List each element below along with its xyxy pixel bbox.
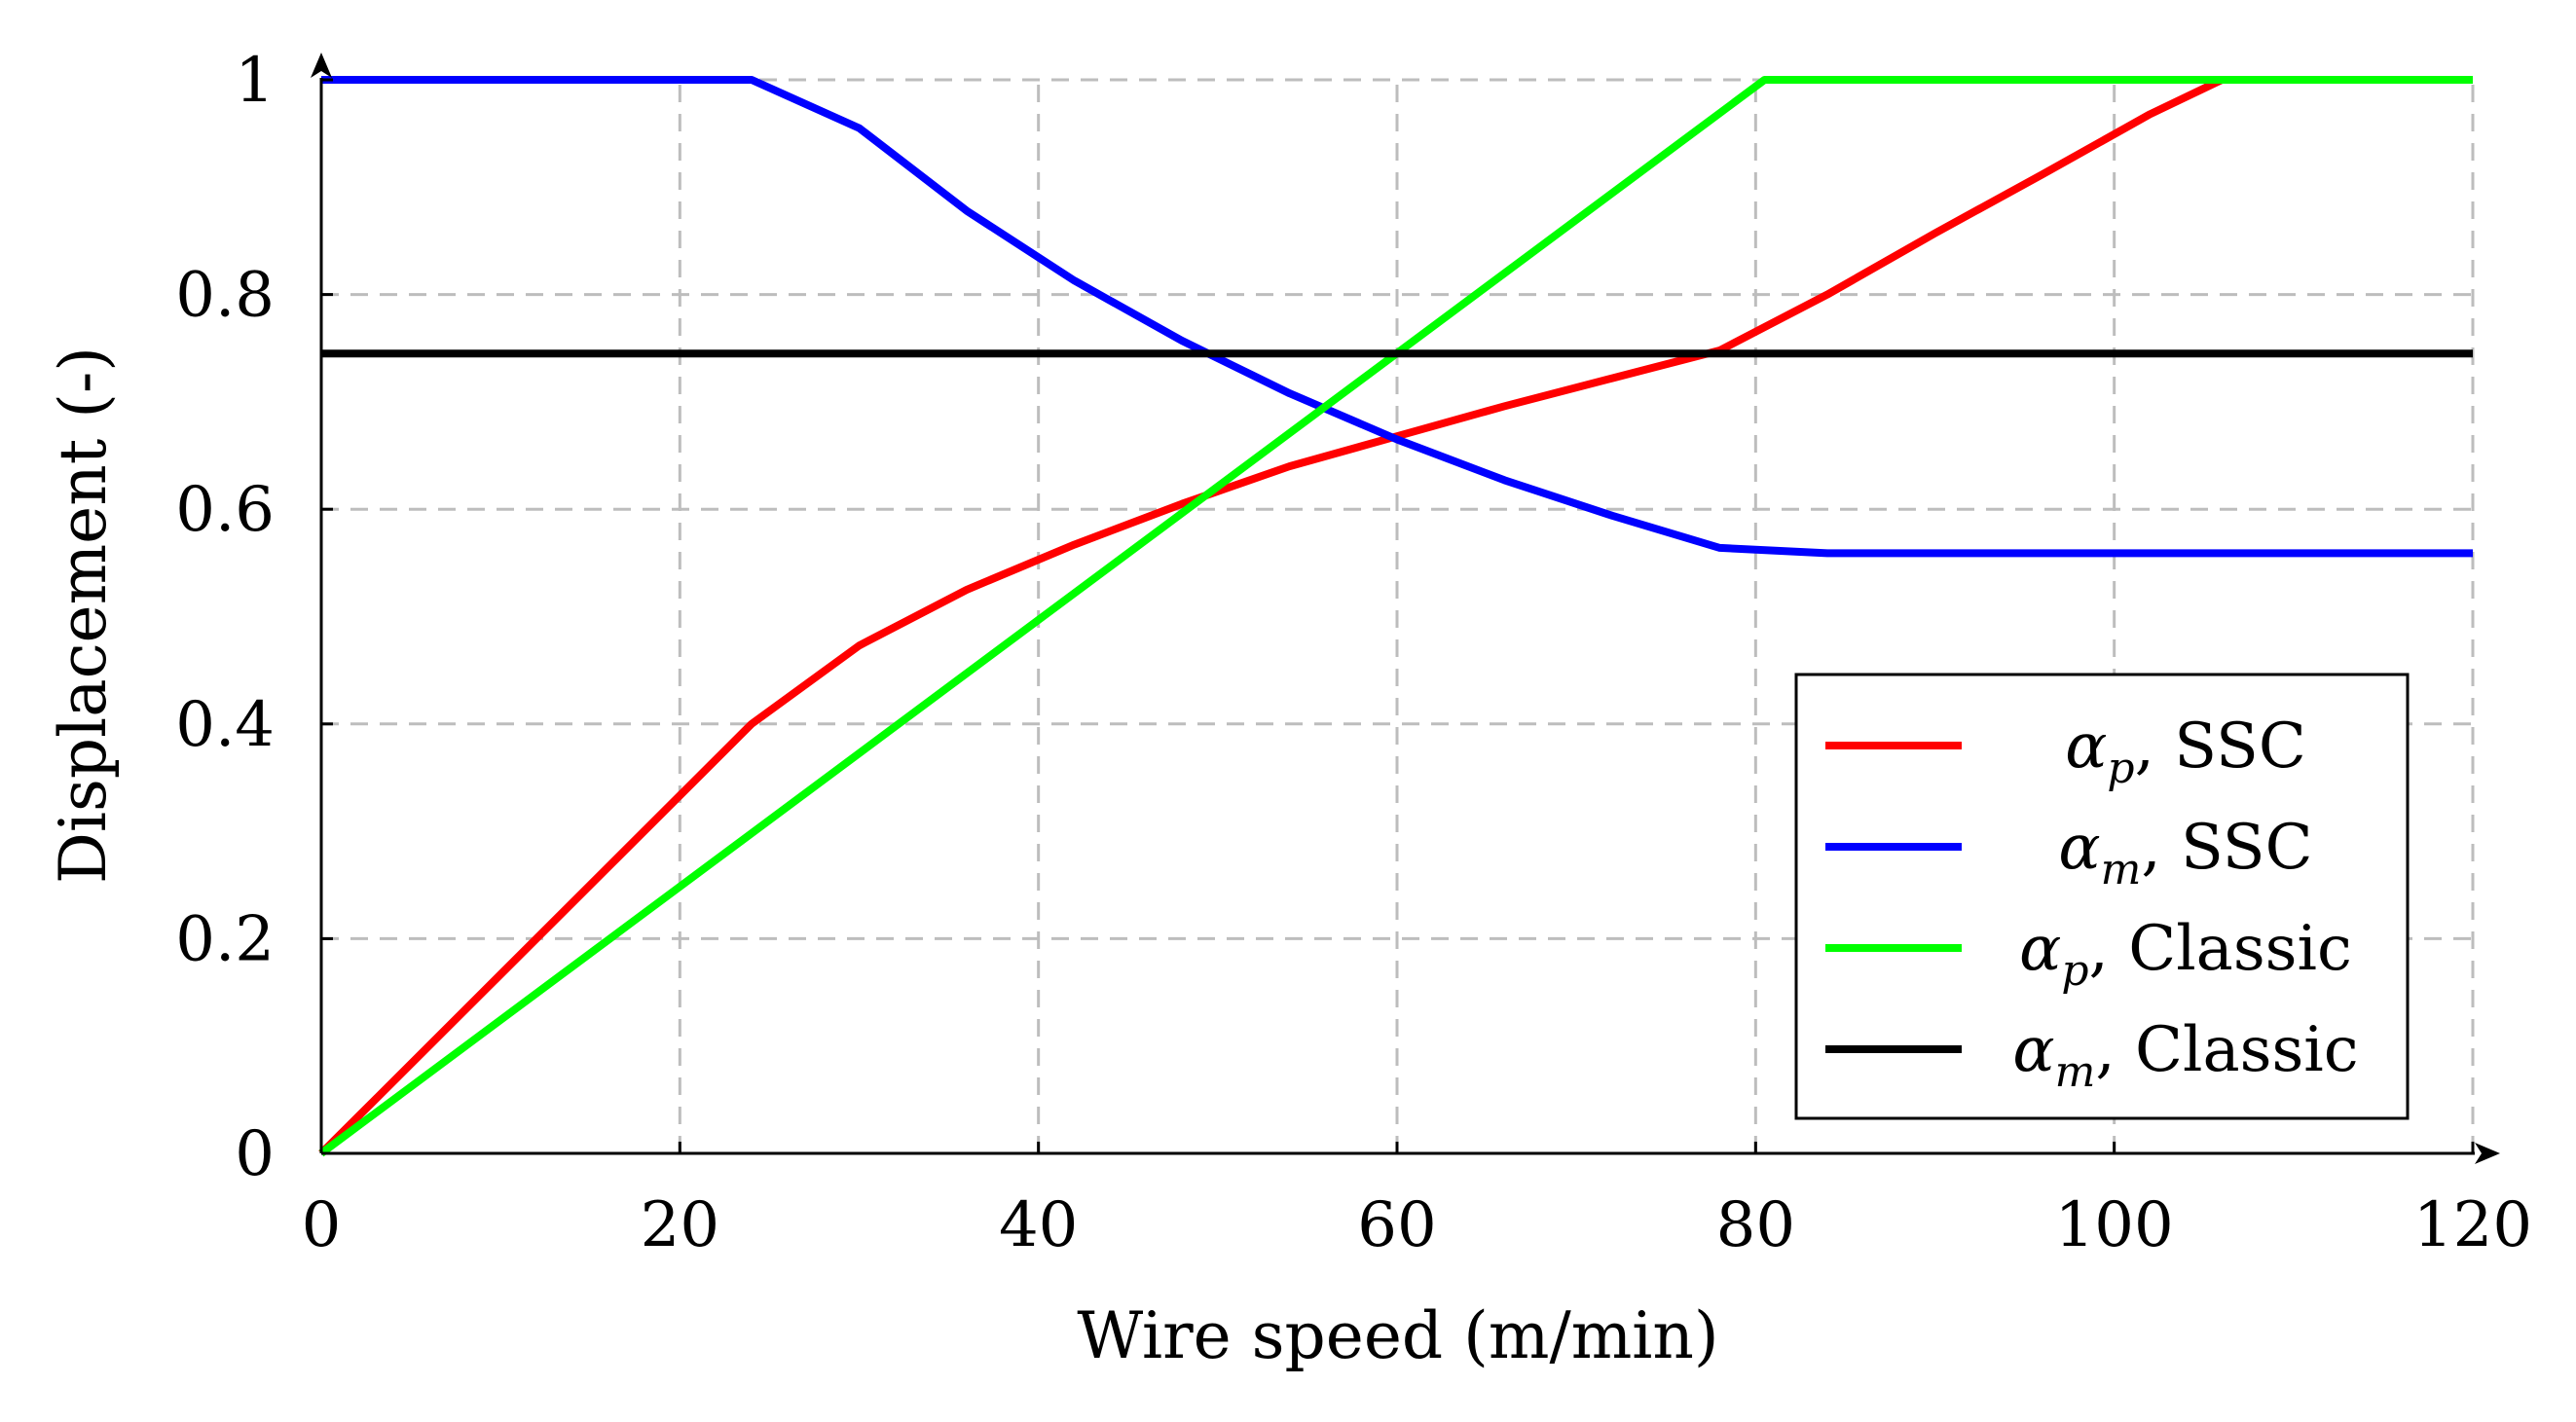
legend-symbol-0: α xyxy=(2065,711,2107,783)
y-tick-label-4: 0.8 xyxy=(175,260,275,332)
y-axis-arrow xyxy=(311,53,332,78)
x-tick-label-1: 20 xyxy=(641,1189,719,1261)
legend-series-label-1: , SSC xyxy=(2141,812,2312,884)
legend-label-3: αm, Classic xyxy=(2012,1014,2358,1097)
x-tick-label-5: 100 xyxy=(2055,1189,2174,1261)
legend-symbol-1: α xyxy=(2058,812,2100,884)
series-line-1 xyxy=(321,76,2473,558)
x-tick-label-2: 40 xyxy=(999,1189,1078,1261)
legend-series-label-0: , SSC xyxy=(2135,711,2306,783)
axes xyxy=(311,53,2500,1164)
legend-label-1: αm, SSC xyxy=(2058,812,2312,894)
legend-series-label-2: , Classic xyxy=(2089,913,2352,985)
legend-symbol-3: α xyxy=(2012,1014,2054,1086)
x-tick-label-6: 120 xyxy=(2413,1189,2532,1261)
y-axis-title: Displacement (-) xyxy=(46,346,121,884)
y-tick-label-2: 0.4 xyxy=(175,689,275,761)
y-tick-label-0: 0 xyxy=(235,1118,275,1190)
y-tick-label-1: 0.2 xyxy=(175,903,275,975)
legend-label-2: αp, Classic xyxy=(2019,913,2352,996)
series-lines xyxy=(318,76,2473,1157)
y-tick-label-5: 1 xyxy=(235,45,275,117)
legend-subscript-1: m xyxy=(2101,845,2142,894)
x-tick-label-3: 60 xyxy=(1357,1189,1436,1261)
x-axis-arrow xyxy=(2475,1143,2500,1164)
legend-subscript-2: p xyxy=(2061,946,2088,996)
x-tick-label-4: 80 xyxy=(1716,1189,1795,1261)
y-tick-label-3: 0.6 xyxy=(175,474,275,546)
series-line-0 xyxy=(318,76,2473,1156)
tick-labels: 0 20 40 60 80 100 120 0 0.2 0.4 0.6 0.8 1 xyxy=(175,45,2532,1261)
legend-label-0: αp, SSC xyxy=(2065,711,2306,793)
x-axis-title: Wire speed (m/min) xyxy=(1077,1298,1718,1373)
x-tick-label-0: 0 xyxy=(302,1189,342,1261)
legend-subscript-0: p xyxy=(2107,744,2134,793)
legend-series-label-3: , Classic xyxy=(2095,1014,2358,1086)
legend-symbol-2: α xyxy=(2019,913,2061,985)
series-line-2 xyxy=(318,76,2473,1157)
legend-subscript-3: m xyxy=(2055,1047,2096,1097)
